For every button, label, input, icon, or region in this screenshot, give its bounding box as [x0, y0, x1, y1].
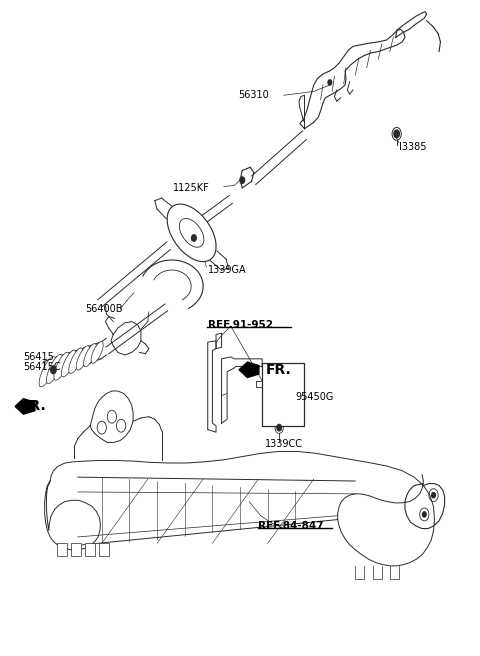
Text: FR.: FR. [265, 363, 291, 377]
Ellipse shape [69, 348, 83, 373]
Circle shape [277, 424, 281, 431]
Circle shape [432, 493, 435, 498]
Ellipse shape [76, 346, 90, 370]
Ellipse shape [61, 350, 76, 377]
Ellipse shape [39, 356, 56, 387]
Polygon shape [15, 399, 35, 414]
Text: FR.: FR. [21, 400, 47, 413]
Text: 56310: 56310 [238, 91, 268, 100]
Bar [57, 543, 67, 556]
Text: I3385: I3385 [399, 142, 426, 152]
Ellipse shape [47, 354, 62, 384]
Text: 56415C: 56415C [24, 361, 61, 371]
Text: 1125KF: 1125KF [173, 183, 210, 193]
Ellipse shape [167, 204, 216, 262]
Polygon shape [239, 362, 259, 377]
Text: 56400B: 56400B [85, 304, 123, 314]
Bar [98, 543, 108, 556]
Bar [84, 543, 95, 556]
Circle shape [50, 366, 56, 374]
Circle shape [422, 512, 426, 517]
Ellipse shape [91, 342, 103, 363]
Ellipse shape [84, 344, 96, 367]
Ellipse shape [54, 352, 69, 380]
Text: 1339CC: 1339CC [265, 439, 303, 449]
Text: 1339GA: 1339GA [208, 265, 246, 275]
Circle shape [240, 177, 245, 184]
Circle shape [192, 235, 196, 241]
Circle shape [394, 130, 399, 138]
Text: 56415: 56415 [24, 352, 54, 362]
Bar [262, 363, 303, 426]
Text: REF.84-847: REF.84-847 [258, 521, 324, 531]
Text: 95450G: 95450G [295, 392, 334, 402]
Bar [71, 543, 81, 556]
Text: REF.91-952: REF.91-952 [208, 319, 273, 330]
Ellipse shape [180, 218, 204, 247]
Circle shape [328, 80, 332, 85]
